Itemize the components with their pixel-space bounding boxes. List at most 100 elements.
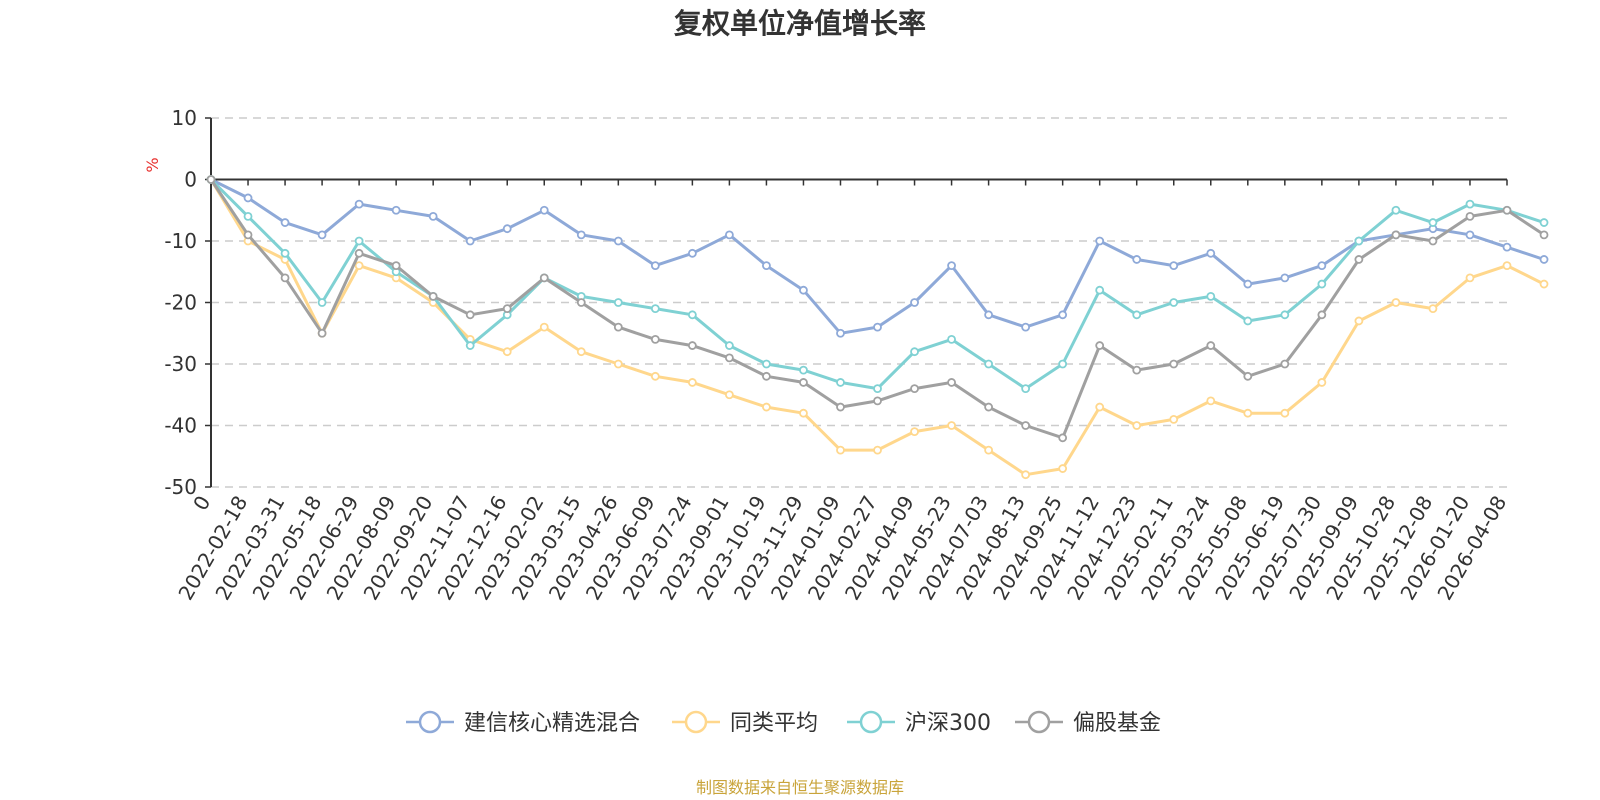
data-point [465,236,475,246]
legend-item[interactable]: 建信核心精选混合 [406,710,640,736]
data-point [1132,310,1142,320]
legend[interactable]: 建信核心精选混合 同类平均 沪深300 偏股基金 [406,710,1161,736]
y-tick-labels: 10 0 -10 -20 -30 -40 -50 [164,106,197,499]
series-3 [206,175,1549,443]
data-point [576,298,586,307]
legend-label: 偏股基金 [1073,711,1161,736]
legend-label: 沪深300 [905,711,991,736]
data-point [1058,433,1068,443]
y-tick-label: -30 [164,352,197,376]
data-point [650,304,660,314]
x-tick-label: 0 [188,492,215,515]
data-point [613,322,623,332]
y-tick-label: -50 [164,475,197,499]
data-point [243,211,253,221]
data-point [1539,279,1549,289]
data-point [1280,408,1290,418]
data-point [613,298,623,307]
data-point [1502,261,1512,271]
data-point [1095,236,1105,246]
data-point [725,341,734,350]
data-point [1391,230,1401,240]
data-point [1354,316,1364,326]
data-point [762,402,771,412]
data-point [762,371,771,381]
data-point [1317,261,1327,271]
data-point [1132,421,1142,430]
data-point [354,236,364,246]
data-point [799,285,808,295]
y-tick-label: -40 [164,414,197,438]
data-point [1206,341,1216,350]
data-point [762,359,771,369]
data-point [1058,310,1068,320]
data-point [687,378,697,387]
data-point [1391,298,1401,307]
data-point [799,408,808,418]
data-point [243,193,253,203]
data-point [1539,218,1549,227]
data-point [1021,421,1031,430]
data-point [725,353,734,363]
data-point [947,378,956,387]
data-point [836,402,845,412]
data-point [687,248,697,258]
data-point [1465,211,1475,221]
data-point [1095,341,1105,350]
data-point [428,291,438,301]
legend-label: 同类平均 [730,711,818,736]
data-point [1502,205,1512,215]
data-point [984,310,993,320]
data-point [1169,298,1179,307]
data-point [1280,310,1290,320]
data-point [1206,291,1216,301]
data-point [206,175,216,184]
legend-item[interactable]: 沪深300 [847,710,991,736]
data-point [650,371,660,381]
chart-title: 复权单位净值增长率 [674,7,926,40]
data-point [910,384,919,394]
data-point [1169,414,1179,424]
data-point [391,261,401,271]
data-point [1132,255,1142,264]
data-point [799,365,808,375]
data-point [243,230,253,240]
y-tick-label: 0 [184,168,197,192]
data-point [1428,218,1438,227]
data-point [1354,236,1364,246]
data-point [539,205,549,215]
data-point [947,421,956,430]
legend-marker-icon [418,710,442,734]
data-point [280,273,290,283]
data-point [1280,359,1290,369]
data-point [1132,365,1142,375]
data-point [910,427,919,437]
data-point [1058,464,1068,473]
data-point [317,298,327,307]
data-point [725,390,734,400]
data-point [613,359,623,369]
data-point [873,384,882,394]
data-point [984,402,993,412]
legend-item[interactable]: 同类平均 [672,710,818,736]
data-point [280,218,290,227]
data-point [354,261,364,271]
data-point [799,378,808,387]
data-point [354,248,364,258]
data-point [836,378,845,387]
y-axis-unit-label: % [143,157,162,172]
data-point [984,359,993,369]
data-point [910,298,919,307]
data-point [1317,310,1327,320]
data-point [502,304,512,314]
data-point [1465,273,1475,283]
y-tick-label: 10 [172,106,197,130]
data-point [1206,248,1216,258]
data-point [1169,359,1179,369]
data-point [1317,378,1327,387]
data-point [391,205,401,215]
data-point [1428,304,1438,314]
legend-item[interactable]: 偏股基金 [1015,710,1161,736]
data-point [317,230,327,240]
